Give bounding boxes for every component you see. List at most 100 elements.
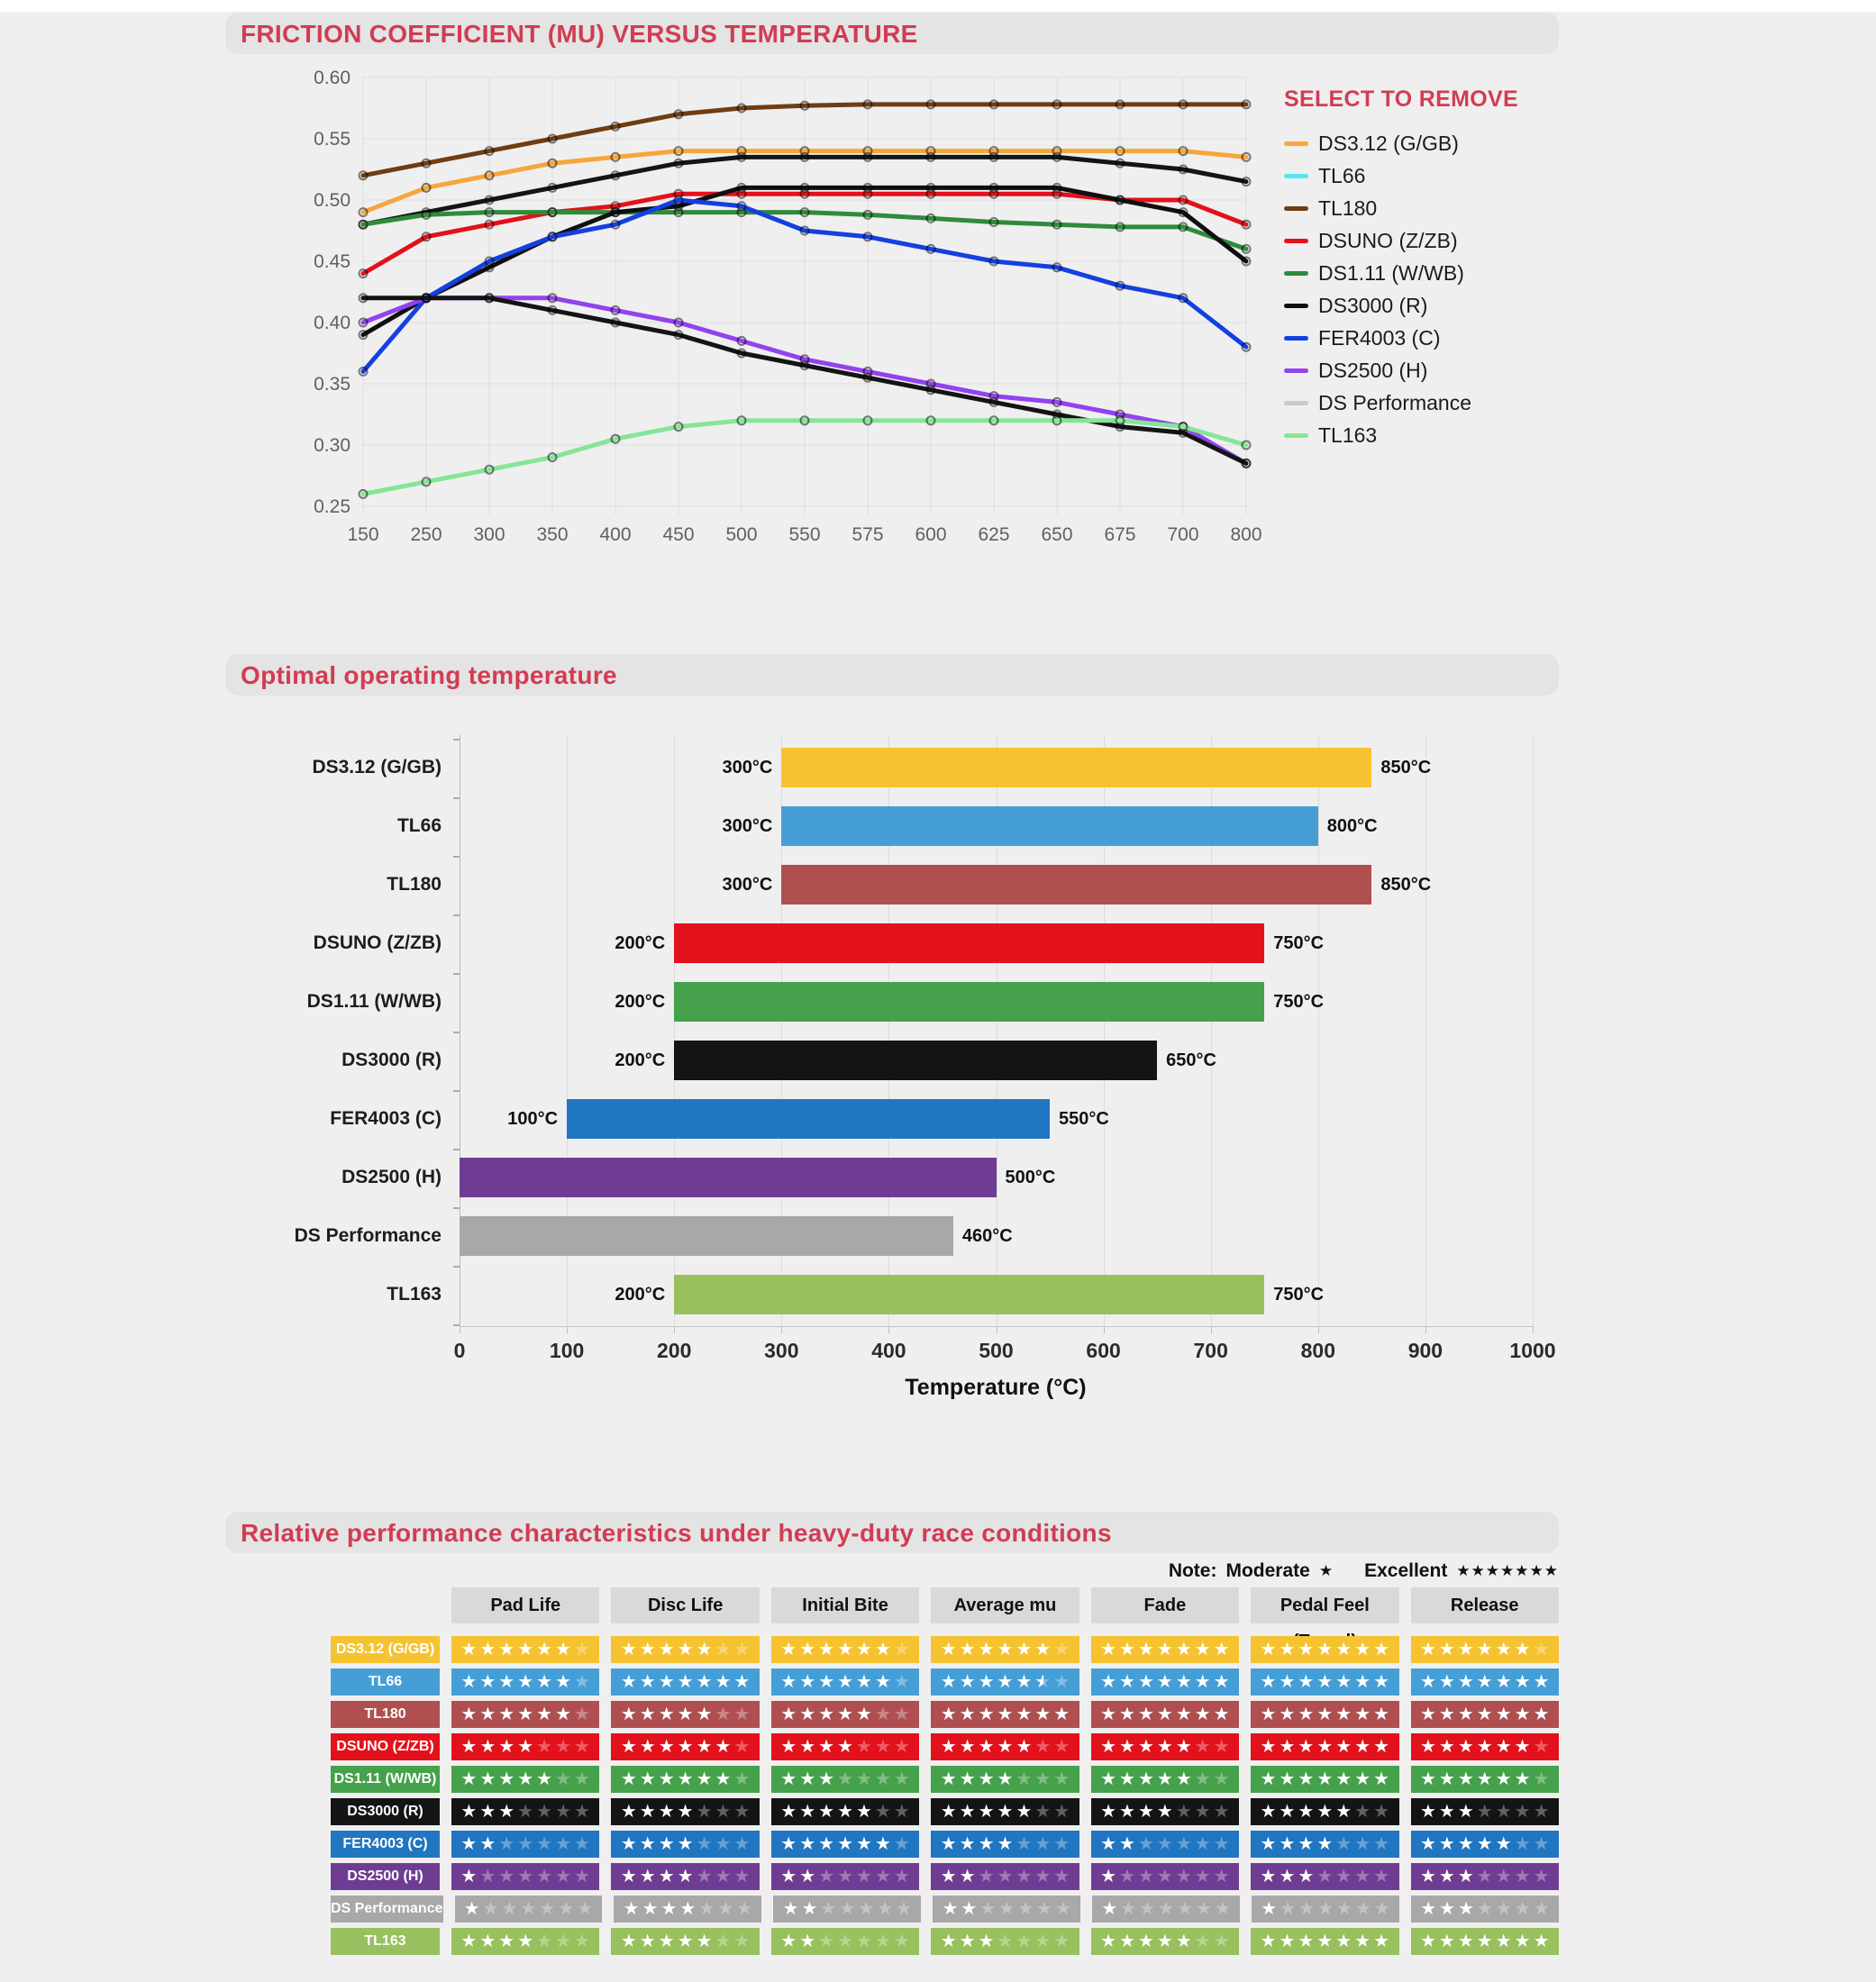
legend-item-label: DS Performance (1318, 390, 1472, 414)
legend-item-DS2500 (H)[interactable]: DS2500 (H) (1284, 354, 1644, 386)
star-icon: ★ (1495, 1802, 1512, 1822)
x-axis-tick (1533, 1326, 1534, 1333)
star-icon: ★ (874, 1737, 891, 1757)
star-icon: ★ (555, 1932, 572, 1951)
series-line-TL66 (360, 154, 1249, 227)
star-icon: ★ (818, 1705, 835, 1724)
star-icon: ★ (1514, 1737, 1531, 1757)
data-point (736, 335, 747, 346)
data-point (547, 207, 558, 218)
bar-end-value-label: 500°C (1005, 1168, 1056, 1187)
star-icon: ★ (517, 1834, 534, 1854)
data-point (1178, 207, 1188, 218)
star-icon: ★ (498, 1640, 515, 1659)
legend-item-DSUNO (Z/ZB)[interactable]: DSUNO (Z/ZB) (1284, 224, 1644, 257)
x-axis-tick-label: 625 (978, 524, 1009, 545)
rating-cell: ★ ★ ★ ★ ★ ★ ★ (611, 1636, 760, 1663)
star-icon: ★ (1373, 1932, 1390, 1951)
star-icon: ★ (1373, 1802, 1390, 1822)
data-point (988, 99, 999, 110)
star-icon: ★ (1457, 1802, 1474, 1822)
data-point (358, 207, 369, 218)
star-icon: ★ (997, 1672, 1014, 1692)
star-icon: ★ (536, 1640, 553, 1659)
star-icon: ★ (1260, 1769, 1277, 1789)
star-icon: ★ (460, 1640, 478, 1659)
legend-item-DS3.12 (G/GB)[interactable]: DS3.12 (G/GB) (1284, 127, 1644, 159)
star-icon: ★ (1213, 1932, 1230, 1951)
legend-item-DS Performance[interactable]: DS Performance (1284, 386, 1644, 419)
bar-grid-line (674, 735, 676, 1326)
star-icon: ★ (1354, 1705, 1371, 1724)
star-icon: ★ (1533, 1802, 1550, 1822)
star-icon: ★ (479, 1834, 496, 1854)
legend-item-label: TL163 (1318, 423, 1378, 447)
data-point (1052, 182, 1062, 193)
rating-cell: ★ ★ ★ ★ ★ ★ ★ (1090, 1928, 1240, 1955)
x-axis-tick (1210, 1326, 1212, 1333)
star-icon: ★ (1194, 1802, 1211, 1822)
rating-cell: ★ ★ ★ ★ ★ ★ ★ (770, 1798, 920, 1825)
bar-x-tick-label: 500 (979, 1339, 1014, 1362)
star-icon: ★ (1495, 1705, 1512, 1724)
star-icon: ★ (1100, 1737, 1117, 1757)
rating-cell: ★ ★ ★ ★ ★ ★ ★ (931, 1733, 1079, 1760)
bar-end-value-label: 750°C (1273, 992, 1325, 1012)
table-row-label: DS3.12 (G/GB) (331, 1636, 440, 1663)
bar-start-value-label: 300°C (722, 875, 773, 895)
legend-swatch-icon (1284, 205, 1308, 211)
star-icon: ★ (1156, 1834, 1173, 1854)
star-icon: ★ (940, 1802, 957, 1822)
star-icon: ★ (1055, 1899, 1071, 1919)
legend-item-FER4003 (C)[interactable]: FER4003 (C) (1284, 322, 1644, 354)
bar-grid-line (1425, 735, 1426, 1326)
x-axis-tick-label: 700 (1167, 524, 1198, 545)
legend-item-TL180[interactable]: TL180 (1284, 192, 1644, 224)
data-point (610, 305, 621, 315)
data-point (862, 99, 873, 110)
star-icon: ★ (856, 1737, 872, 1757)
star-icon: ★ (574, 1834, 590, 1854)
star-icon: ★ (1100, 1802, 1117, 1822)
star-icon: ★ (1279, 1640, 1296, 1659)
star-icon: ★ (1260, 1737, 1277, 1757)
legend-item-DS3000 (R)[interactable]: DS3000 (R) (1284, 289, 1644, 322)
star-icon: ★ (961, 1899, 978, 1919)
table-row-label: TL180 (331, 1701, 440, 1728)
star-icon: ★ (715, 1769, 732, 1789)
star-icon: ★ (1335, 1737, 1352, 1757)
legend-item-TL163[interactable]: TL163 (1284, 419, 1644, 451)
star-icon: ★ (460, 1672, 478, 1692)
star-icon: ★ (639, 1867, 656, 1887)
star-icon: ★ (1298, 1672, 1315, 1692)
legend-swatch-icon (1284, 335, 1308, 341)
star-icon: ★ (1354, 1769, 1371, 1789)
data-point (1241, 219, 1252, 230)
data-point (1241, 99, 1252, 110)
y-axis-tick (453, 914, 460, 916)
data-point (484, 207, 495, 218)
star-icon: ★ (460, 1802, 478, 1822)
star-icon: ★ (1533, 1737, 1550, 1757)
legend-item-TL66[interactable]: TL66 (1284, 159, 1644, 192)
legend-item-DS1.11 (W/WB)[interactable]: DS1.11 (W/WB) (1284, 257, 1644, 289)
star-icon: ★ (1514, 1932, 1531, 1951)
star-icon: ★ (620, 1867, 637, 1887)
star-icon: ★ (1156, 1672, 1173, 1692)
star-icon: ★ (1495, 1899, 1512, 1919)
data-point (736, 103, 747, 114)
legend-item-label: DS2500 (H) (1318, 358, 1428, 382)
star-icon: ★ (1438, 1640, 1455, 1659)
rating-cell: ★ ★ ★ ★ ★ ★ ★ (1251, 1928, 1399, 1955)
legend-items: DS3.12 (G/GB) TL66 TL180 DSUNO (Z/ZB) DS1.11… (1284, 127, 1644, 451)
star-icon: ★ (1298, 1899, 1316, 1919)
star-icon: ★ (715, 1640, 732, 1659)
data-point (673, 330, 684, 341)
star-icon: ★ (1015, 1932, 1033, 1951)
star-icon: ★ (997, 1802, 1014, 1822)
star-icon: ★ (818, 1932, 835, 1951)
star-icon: ★ (780, 1705, 797, 1724)
star-icon: ★ (1175, 1834, 1192, 1854)
star-icon: ★ (837, 1802, 854, 1822)
star-icon: ★ (799, 1932, 816, 1951)
